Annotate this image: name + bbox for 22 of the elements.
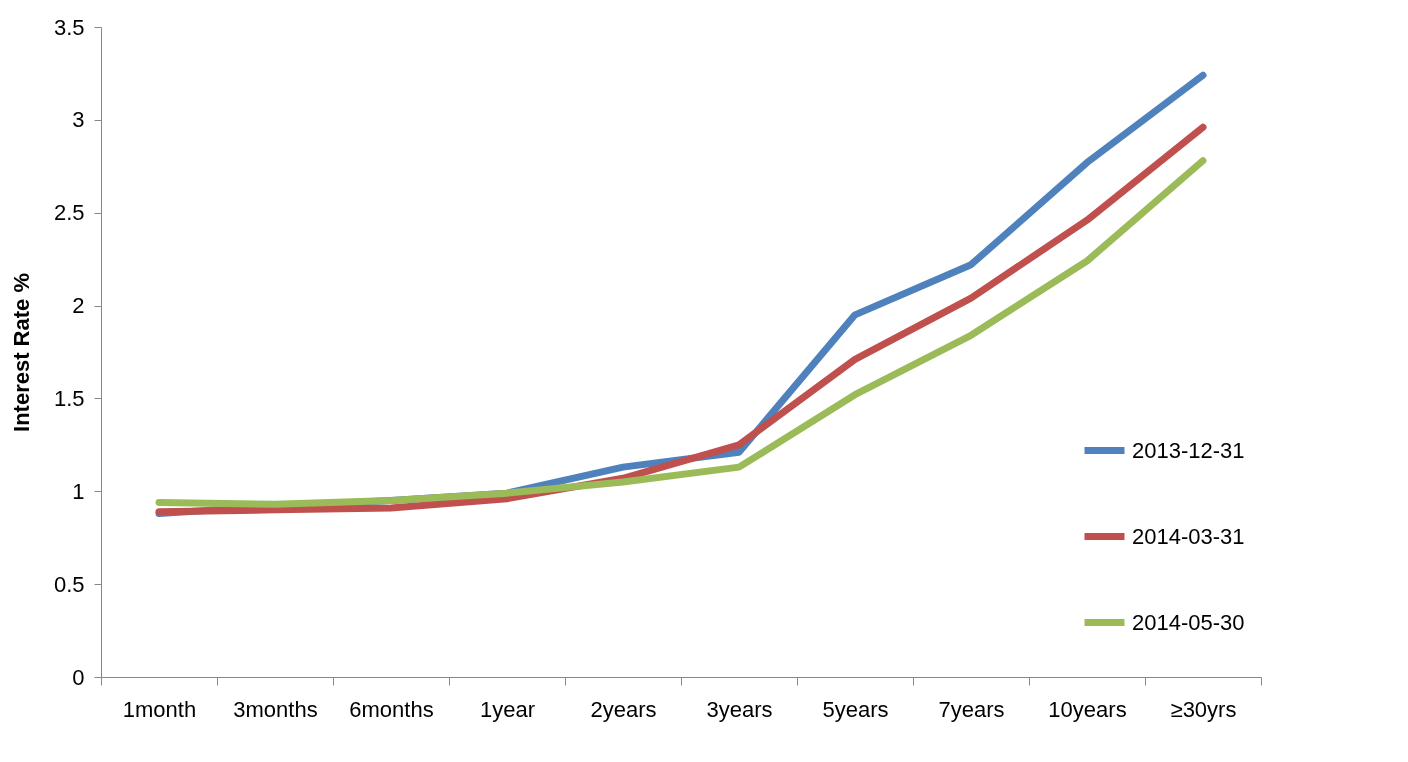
x-tick-label: ≥30yrs	[1170, 696, 1237, 722]
x-tick-label: 5years	[822, 696, 889, 722]
x-tick-label: 6months	[349, 696, 434, 722]
y-tick-label: 2	[72, 293, 85, 319]
x-tick-label: 2years	[590, 696, 657, 722]
x-tick-label: 3months	[233, 696, 318, 722]
y-tick-label: 0	[72, 664, 85, 690]
y-tick-label: 3	[72, 107, 85, 133]
x-tick-label: 7years	[938, 696, 1005, 722]
legend-label: 2014-03-31	[1132, 523, 1245, 549]
y-tick-label: 0.5	[53, 571, 85, 597]
y-tick-label: 2.5	[53, 200, 85, 226]
y-tick-label: 3.5	[53, 14, 85, 40]
x-tick-label: 10years	[1048, 696, 1127, 722]
x-tick-label: 1month	[122, 696, 197, 722]
y-axis-title: Interest Rate %	[8, 273, 34, 432]
y-tick-label: 1	[72, 478, 85, 504]
y-tick-label: 1.5	[53, 385, 85, 411]
legend-label: 2013-12-31	[1132, 437, 1245, 463]
x-tick-label: 1year	[479, 696, 536, 722]
legend-label: 2014-05-30	[1132, 609, 1245, 635]
x-tick-label: 3years	[706, 696, 773, 722]
